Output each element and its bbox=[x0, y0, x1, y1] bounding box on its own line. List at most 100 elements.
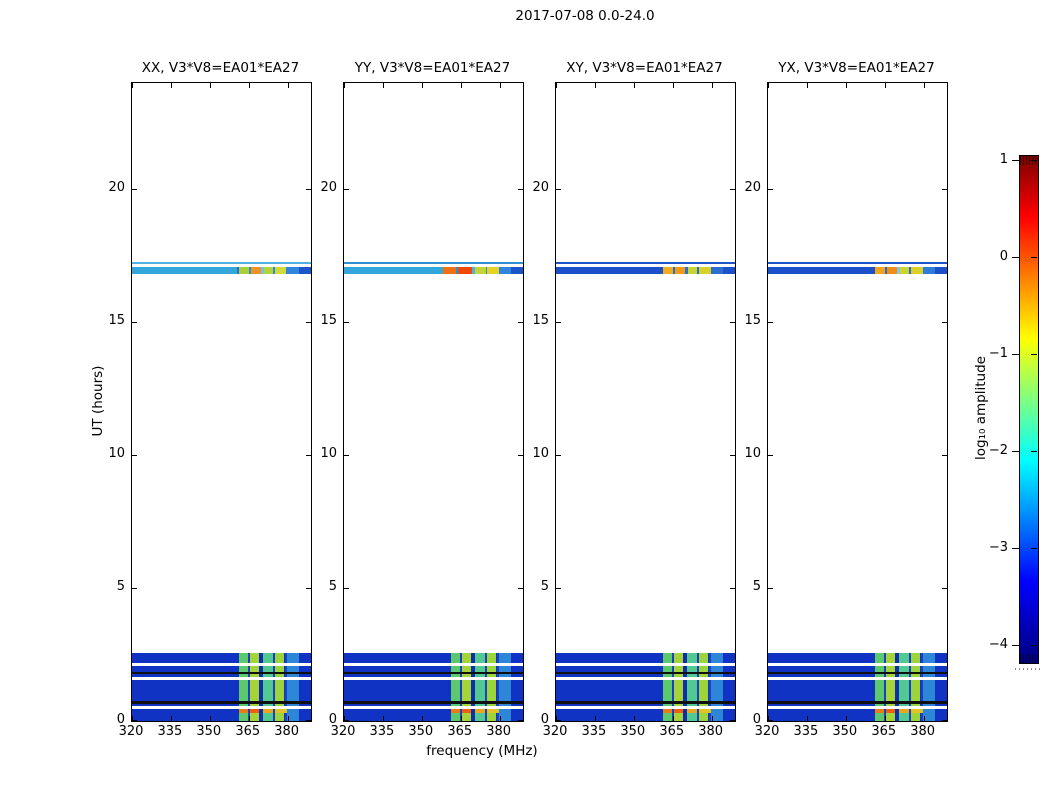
band-segment bbox=[711, 266, 724, 274]
band-segment bbox=[455, 266, 459, 274]
colorbar-tick-mark bbox=[1012, 645, 1019, 646]
y-tick-mark bbox=[132, 322, 137, 324]
x-tick-mark bbox=[633, 716, 635, 721]
rfi-stripe bbox=[895, 652, 900, 721]
rfi-stripe bbox=[674, 652, 684, 721]
x-tick-mark bbox=[884, 716, 886, 721]
y-tick-mark bbox=[730, 720, 735, 721]
colorbar-tick-label: −1 bbox=[988, 346, 1008, 361]
rfi-stripe bbox=[663, 652, 672, 721]
x-tick-mark bbox=[768, 83, 769, 88]
rfi-stripe bbox=[909, 652, 912, 721]
y-tick-mark bbox=[730, 189, 735, 191]
x-tick-label: 365 bbox=[447, 724, 473, 739]
band-segment bbox=[250, 266, 261, 274]
flagged-line bbox=[556, 671, 735, 674]
scan-band-17h bbox=[344, 266, 523, 274]
colorbar-top-hatch bbox=[1020, 156, 1038, 165]
x-tick-label: 350 bbox=[620, 724, 646, 739]
gap-line bbox=[768, 706, 947, 709]
y-tick-label: 5 bbox=[752, 579, 761, 595]
y-tick-label: 20 bbox=[320, 180, 337, 196]
x-tick-label: 335 bbox=[581, 724, 607, 739]
rfi-stripe bbox=[247, 652, 251, 721]
panel-yx bbox=[767, 82, 948, 722]
rfi-stripe bbox=[911, 652, 921, 721]
gap-line bbox=[132, 663, 311, 666]
hot-row-segment bbox=[875, 706, 884, 714]
x-tick-mark bbox=[845, 83, 847, 88]
colorbar-tick-mark bbox=[1031, 160, 1037, 161]
scan-line-17h bbox=[344, 262, 523, 265]
gap-line bbox=[132, 677, 311, 680]
x-tick-mark bbox=[711, 716, 713, 721]
x-tick-mark bbox=[170, 83, 172, 88]
figure-title: 2017-07-08 0.0-24.0 bbox=[515, 8, 655, 24]
colorbar bbox=[1019, 155, 1039, 664]
rfi-stripe bbox=[459, 652, 463, 721]
panel-title-yy: YY, V3*V8=EA01*EA27 bbox=[354, 60, 511, 76]
y-tick-label: 15 bbox=[532, 313, 549, 329]
y-tick-mark bbox=[306, 588, 311, 590]
gap-line bbox=[132, 706, 311, 709]
y-tick-label: 5 bbox=[116, 579, 125, 595]
rfi-stripe bbox=[499, 652, 511, 721]
band-segment bbox=[896, 266, 900, 274]
y-tick-mark bbox=[518, 322, 523, 324]
panel-xy bbox=[555, 82, 736, 722]
band-segment bbox=[485, 266, 488, 274]
band-segment bbox=[875, 266, 885, 274]
y-tick-mark bbox=[306, 720, 311, 721]
hot-row-segment bbox=[663, 706, 672, 714]
band-segment bbox=[260, 266, 264, 274]
y-tick-label: 0 bbox=[540, 712, 549, 727]
x-tick-mark bbox=[672, 83, 674, 88]
x-tick-mark bbox=[344, 716, 345, 721]
band-segment bbox=[911, 266, 924, 274]
x-tick-mark bbox=[556, 716, 557, 721]
colorbar-tick-mark bbox=[1031, 548, 1037, 549]
band-segment bbox=[239, 266, 249, 274]
flagged-line bbox=[768, 701, 947, 704]
y-axis-label: UT (hours) bbox=[90, 365, 106, 437]
y-tick-mark bbox=[132, 455, 137, 457]
y-tick-mark bbox=[942, 322, 947, 324]
panel-title-yx: YX, V3*V8=EA01*EA27 bbox=[778, 60, 935, 76]
band-segment bbox=[487, 266, 500, 274]
y-tick-mark bbox=[306, 455, 311, 457]
x-tick-mark bbox=[594, 716, 596, 721]
hot-row-segment bbox=[451, 706, 460, 714]
y-tick-mark bbox=[132, 720, 137, 721]
x-tick-mark bbox=[460, 83, 462, 88]
band-segment bbox=[499, 266, 512, 274]
x-tick-mark bbox=[633, 83, 635, 88]
x-tick-mark bbox=[556, 83, 557, 88]
x-tick-label: 380 bbox=[910, 724, 936, 739]
hot-row-segment bbox=[674, 706, 684, 714]
band-segment bbox=[471, 266, 475, 274]
x-tick-mark bbox=[923, 716, 925, 721]
x-tick-mark bbox=[421, 716, 423, 721]
y-tick-label: 5 bbox=[540, 579, 549, 595]
rfi-stripe bbox=[923, 652, 935, 721]
rfi-stripe bbox=[239, 652, 248, 721]
rfi-stripe bbox=[496, 652, 500, 721]
y-tick-mark bbox=[942, 588, 947, 590]
colorbar-tick-label: −4 bbox=[988, 637, 1008, 652]
y-tick-label: 20 bbox=[108, 180, 125, 196]
y-tick-mark bbox=[132, 588, 137, 590]
rfi-stripe bbox=[899, 652, 910, 721]
scan-band-17h bbox=[768, 266, 947, 274]
band-segment bbox=[263, 266, 274, 274]
x-tick-mark bbox=[806, 716, 808, 721]
x-tick-label: 380 bbox=[486, 724, 512, 739]
panel-title-xy: XY, V3*V8=EA01*EA27 bbox=[566, 60, 723, 76]
x-tick-mark bbox=[499, 83, 501, 88]
x-axis-label: frequency (MHz) bbox=[426, 743, 538, 759]
colorbar-tick-mark bbox=[1031, 645, 1037, 646]
rfi-stripe bbox=[284, 652, 288, 721]
y-tick-label: 15 bbox=[108, 313, 125, 329]
x-tick-mark bbox=[248, 716, 250, 721]
x-tick-label: 320 bbox=[118, 724, 144, 739]
